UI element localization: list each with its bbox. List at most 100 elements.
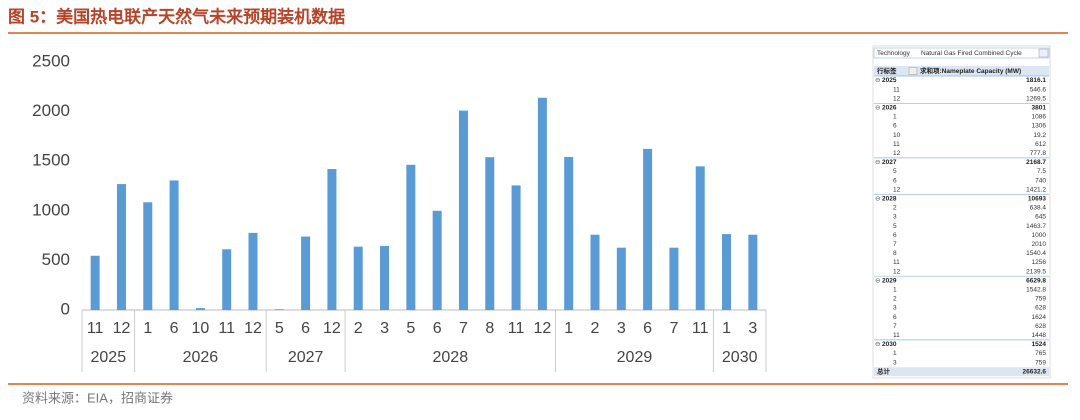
table-value: 740 xyxy=(1035,177,1046,184)
table-value: 2010 xyxy=(1032,241,1047,248)
table-month: 6 xyxy=(893,314,897,321)
table-value: 1448 xyxy=(1032,332,1047,339)
bar xyxy=(143,202,153,310)
expand-icon: ⊖ xyxy=(875,105,880,112)
table-value: 546.6 xyxy=(1030,86,1047,93)
table-month: 12 xyxy=(893,186,901,193)
row-filter-button[interactable] xyxy=(908,67,918,75)
bar xyxy=(458,110,468,310)
table-month: 11 xyxy=(893,259,900,266)
grand-total: 26632.6 xyxy=(1023,368,1047,375)
total-row xyxy=(874,367,1049,377)
table-frame xyxy=(872,45,1051,379)
table-value: 1306 xyxy=(1032,123,1047,130)
x-tick-label: 11 xyxy=(87,320,104,337)
expand-icon: ⊖ xyxy=(875,277,880,284)
x-tick-label: 7 xyxy=(459,320,468,337)
x-tick-label: 7 xyxy=(669,320,678,337)
bar xyxy=(116,184,126,310)
y-tick-label: 2000 xyxy=(32,101,70,120)
y-tick-label: 1500 xyxy=(32,151,70,170)
table-month: 12 xyxy=(893,268,901,275)
grand-total-label: 总计 xyxy=(877,366,891,375)
y-tick-label: 2500 xyxy=(32,51,70,70)
table-month: 6 xyxy=(893,177,897,184)
y-tick-label: 1000 xyxy=(32,200,70,219)
table-year: 2027 xyxy=(882,159,897,166)
bar xyxy=(222,249,232,310)
x-tick-label: 12 xyxy=(113,320,131,337)
x-tick-label: 2 xyxy=(354,320,363,337)
table-month: 7 xyxy=(893,323,897,330)
table-month: 11 xyxy=(893,332,900,339)
table-month: 11 xyxy=(893,141,900,148)
table-month: 8 xyxy=(893,250,897,257)
table-month: 1 xyxy=(893,114,897,121)
table-month: 6 xyxy=(893,123,897,130)
x-group-label: 2026 xyxy=(183,349,219,366)
table-year: 2025 xyxy=(882,77,897,84)
table-value: 7.5 xyxy=(1037,168,1046,175)
table-year: 2028 xyxy=(882,196,897,203)
x-tick-label: 12 xyxy=(533,320,551,337)
bar xyxy=(643,148,653,310)
bar xyxy=(485,157,495,310)
table-value: 1540.4 xyxy=(1026,250,1046,257)
x-tick-label: 11 xyxy=(508,320,525,337)
x-tick-label: 6 xyxy=(301,320,310,337)
table-year-total: 6629.8 xyxy=(1026,277,1046,284)
table-month: 10 xyxy=(893,132,901,139)
x-tick-label: 3 xyxy=(748,320,757,337)
x-tick-label: 1 xyxy=(722,320,731,337)
table-month: 3 xyxy=(893,359,897,366)
table-value: 612 xyxy=(1035,141,1046,148)
x-tick-label: 3 xyxy=(617,320,626,337)
table-year: 2029 xyxy=(882,277,897,284)
table-year-total: 2168.7 xyxy=(1026,159,1046,166)
expand-icon: ⊖ xyxy=(875,196,880,203)
x-tick-label: 6 xyxy=(170,320,179,337)
pivot-table: Technology Natural Gas Fired Combined Cyc… xyxy=(872,45,1051,379)
table-month: 12 xyxy=(893,150,901,157)
filter-button[interactable] xyxy=(1038,48,1049,58)
bar xyxy=(195,308,205,310)
table-value: 1463.7 xyxy=(1026,223,1046,230)
bar xyxy=(432,210,442,310)
bar xyxy=(669,247,679,310)
table-year-total: 1816.1 xyxy=(1026,77,1046,84)
bar xyxy=(406,164,416,310)
table-value: 1624 xyxy=(1032,314,1047,321)
table-value: 777.8 xyxy=(1030,150,1047,157)
table-month: 3 xyxy=(893,305,897,312)
expand-icon: ⊖ xyxy=(875,159,880,166)
table-value: 1269.5 xyxy=(1026,95,1046,102)
table-year: 2026 xyxy=(882,105,897,112)
x-group-label: 2029 xyxy=(617,349,653,366)
table-value: 759 xyxy=(1035,296,1046,303)
table-value: 1000 xyxy=(1032,232,1047,239)
source: 资料来源：EIA，招商证券 xyxy=(22,390,173,405)
expand-icon: ⊖ xyxy=(875,77,880,84)
bar xyxy=(169,180,179,310)
table-value: 628 xyxy=(1035,323,1046,330)
x-tick-label: 12 xyxy=(323,320,341,337)
table-month: 2 xyxy=(893,205,897,212)
x-group-label: 2025 xyxy=(91,349,127,366)
bar xyxy=(537,97,547,310)
y-tick-label: 500 xyxy=(42,250,70,269)
table-month: 3 xyxy=(893,214,897,221)
table-year-total: 3801 xyxy=(1032,105,1047,112)
bar xyxy=(564,156,574,310)
bar xyxy=(274,309,284,310)
table-value: 759 xyxy=(1035,359,1046,366)
table-year: 2030 xyxy=(882,341,897,348)
x-tick-label: 6 xyxy=(433,320,442,337)
bar xyxy=(590,234,600,310)
x-tick-label: 11 xyxy=(218,320,235,337)
bar xyxy=(722,234,732,310)
x-tick-label: 10 xyxy=(191,320,209,337)
bar xyxy=(616,247,626,310)
x-group-label: 2028 xyxy=(433,349,469,366)
bar xyxy=(511,185,521,310)
